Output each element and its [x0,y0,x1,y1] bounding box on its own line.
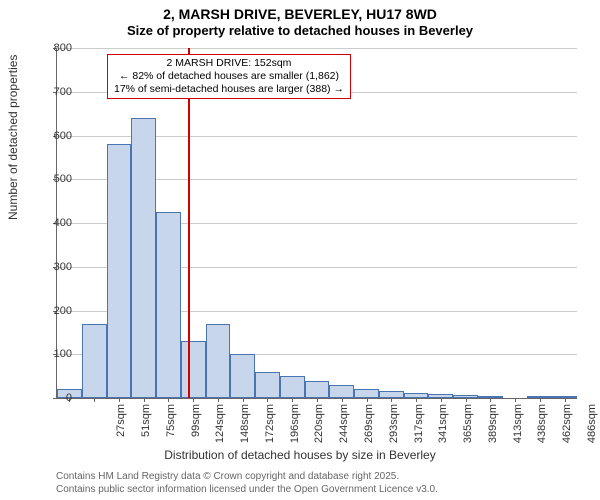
annotation-line: 2 MARSH DRIVE: 152sqm [114,57,344,70]
histogram-bar [206,324,231,398]
y-axis-label: Number of detached properties [6,55,20,220]
footer-line1: Contains HM Land Registry data © Crown c… [56,471,438,484]
xtick-label: 365sqm [462,404,474,454]
xtick-label: 124sqm [214,404,226,454]
histogram-bar [107,144,132,398]
xtick-label: 269sqm [363,404,375,454]
footer-attribution: Contains HM Land Registry data © Crown c… [56,471,438,496]
ytick-label: 100 [32,348,72,360]
xtick-mark [94,398,95,402]
xtick-mark [193,398,194,402]
histogram-bar [230,354,255,398]
xtick-label: 413sqm [512,404,524,454]
xtick-label: 438sqm [536,404,548,454]
histogram-bar [354,389,379,398]
xtick-label: 220sqm [313,404,325,454]
xtick-mark [317,398,318,402]
ytick-label: 600 [32,130,72,142]
xtick-mark [466,398,467,402]
xtick-label: 51sqm [140,404,152,454]
page-subtitle: Size of property relative to detached ho… [0,23,600,39]
xtick-mark [243,398,244,402]
histogram-bar [305,381,330,399]
marker-line [188,48,190,398]
xtick-mark [540,398,541,402]
ytick-label: 200 [32,305,72,317]
xtick-label: 317sqm [413,404,425,454]
ytick-label: 400 [32,217,72,229]
xtick-mark [490,398,491,402]
annotation-box: 2 MARSH DRIVE: 152sqm← 82% of detached h… [107,54,351,99]
histogram-bar [181,341,206,398]
xtick-mark [367,398,368,402]
xtick-mark [144,398,145,402]
xtick-mark [292,398,293,402]
gridline [57,48,577,49]
xtick-label: 462sqm [561,404,573,454]
ytick-label: 700 [32,86,72,98]
chart-area: 2 MARSH DRIVE: 152sqm← 82% of detached h… [56,48,576,398]
ytick-label: 500 [32,173,72,185]
xtick-label: 148sqm [239,404,251,454]
xtick-label: 293sqm [388,404,400,454]
xtick-label: 27sqm [115,404,127,454]
xtick-label: 389sqm [487,404,499,454]
histogram-bar [131,118,156,398]
xtick-label: 341sqm [437,404,449,454]
footer-line2: Contains public sector information licen… [56,484,438,497]
xtick-mark [565,398,566,402]
ytick-label: 0 [32,392,72,404]
xtick-mark [168,398,169,402]
xtick-label: 172sqm [264,404,276,454]
xtick-label: 486sqm [586,404,598,454]
xtick-mark [391,398,392,402]
xtick-mark [515,398,516,402]
histogram-bar [255,372,280,398]
xtick-label: 99sqm [190,404,202,454]
annotation-line: 17% of semi-detached houses are larger (… [114,83,344,96]
ytick-label: 800 [32,42,72,54]
page-title: 2, MARSH DRIVE, BEVERLEY, HU17 8WD [0,0,600,23]
xtick-mark [267,398,268,402]
xtick-mark [441,398,442,402]
annotation-line: ← 82% of detached houses are smaller (1,… [114,70,344,83]
ytick-label: 300 [32,261,72,273]
xtick-mark [218,398,219,402]
histogram-bar [280,376,305,398]
histogram-bar [329,385,354,398]
histogram-plot: 2 MARSH DRIVE: 152sqm← 82% of detached h… [56,48,577,399]
histogram-bar [82,324,107,398]
histogram-bar [156,212,181,398]
xtick-mark [119,398,120,402]
xtick-label: 244sqm [338,404,350,454]
xtick-mark [342,398,343,402]
xtick-label: 196sqm [289,404,301,454]
xtick-mark [416,398,417,402]
xtick-label: 75sqm [165,404,177,454]
